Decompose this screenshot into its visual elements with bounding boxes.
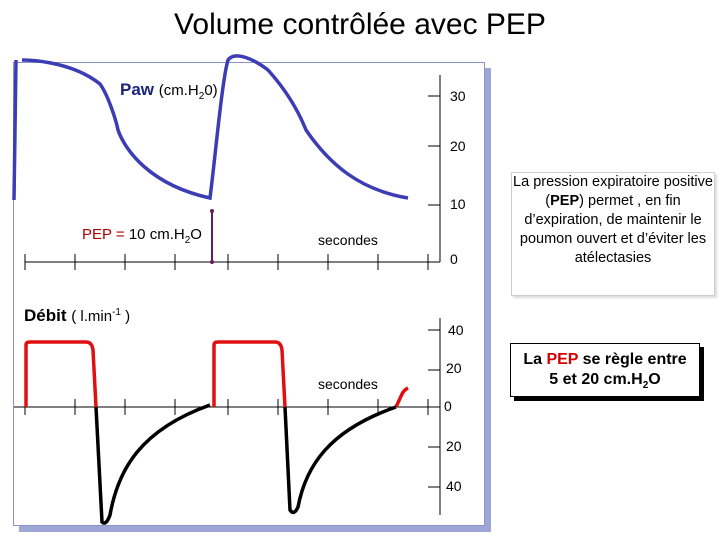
pep-explanation-note: La pression expiratoire positive (PEP) p…	[511, 172, 715, 296]
pressure-tick-label: 10	[450, 196, 466, 212]
debit-label: Débit ( l.min-1 )	[24, 306, 131, 325]
title-text: Volume contrôlée avec	[174, 8, 478, 41]
seconds-label-bottom: secondes	[318, 376, 378, 392]
flow-tick-label: 40	[448, 322, 464, 338]
seconds-label-top: secondes	[318, 232, 378, 248]
flow-tick-label: 40	[446, 478, 462, 494]
pep-label: PEP = 10 cm.H2O	[82, 226, 202, 246]
pep-marker-top	[210, 209, 214, 213]
pep-marker-bottom	[210, 260, 214, 264]
pressure-curve	[12, 54, 409, 201]
flow-exp-1	[94, 403, 211, 525]
flow-insp-3	[394, 386, 409, 408]
flow-exp-2	[283, 405, 397, 515]
pressure-tick-label: 30	[450, 88, 466, 104]
flow-insp-2	[212, 340, 287, 408]
flow-tick-label: 0	[444, 398, 452, 414]
waveform-panel	[13, 62, 485, 526]
time-ticks-top	[24, 254, 429, 270]
flow-tick-label: 20	[446, 438, 462, 454]
pressure-tick-label: 20	[450, 138, 466, 154]
pressure-tick-label: 0	[450, 251, 458, 267]
title-accent: PEP	[485, 8, 546, 41]
pep-range-box: La PEP se règle entre 5 et 20 cm.H2O	[510, 343, 700, 397]
flow-tick-label: 20	[446, 360, 462, 376]
paw-label: Paw (cm.H20)	[120, 80, 218, 102]
flow-insp-1	[24, 340, 98, 408]
page-title: Volume contrôlée avec PEP	[0, 8, 720, 42]
